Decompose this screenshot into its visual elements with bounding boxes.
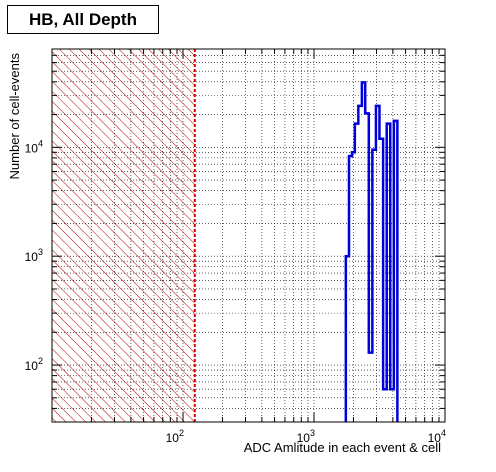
histogram-bin: [372, 150, 376, 422]
histogram-bin: [362, 82, 365, 422]
y-tick-label: 104: [25, 138, 43, 155]
grid: [52, 49, 445, 422]
x-tick-label: 103: [297, 428, 315, 445]
histogram-bin: [383, 389, 387, 422]
histogram-bin: [358, 106, 362, 422]
histogram-bin: [352, 152, 355, 422]
x-tick-label: 104: [428, 428, 446, 445]
histogram-bin: [369, 353, 373, 422]
hatched-region: [52, 49, 195, 422]
histogram-bin: [387, 124, 391, 422]
chart-title: HB, All Depth: [7, 5, 159, 34]
histogram-bin: [355, 124, 358, 422]
histogram-bin: [394, 121, 398, 422]
y-axis-label: Number of cell-events: [7, 53, 22, 180]
histogram-bin: [349, 156, 352, 422]
y-tick-label: 103: [25, 247, 43, 264]
histogram-outline: [344, 81, 399, 422]
x-axis-label: ADC Amlitude in each event & cell: [244, 440, 441, 455]
x-tick-label: 102: [166, 428, 184, 445]
histogram-bin: [365, 113, 369, 422]
histogram-bin: [346, 256, 349, 422]
histogram-bin: [376, 106, 380, 422]
plot-frame: [51, 48, 446, 423]
y-tick-label: 102: [25, 356, 43, 373]
histogram-bin: [379, 139, 383, 422]
